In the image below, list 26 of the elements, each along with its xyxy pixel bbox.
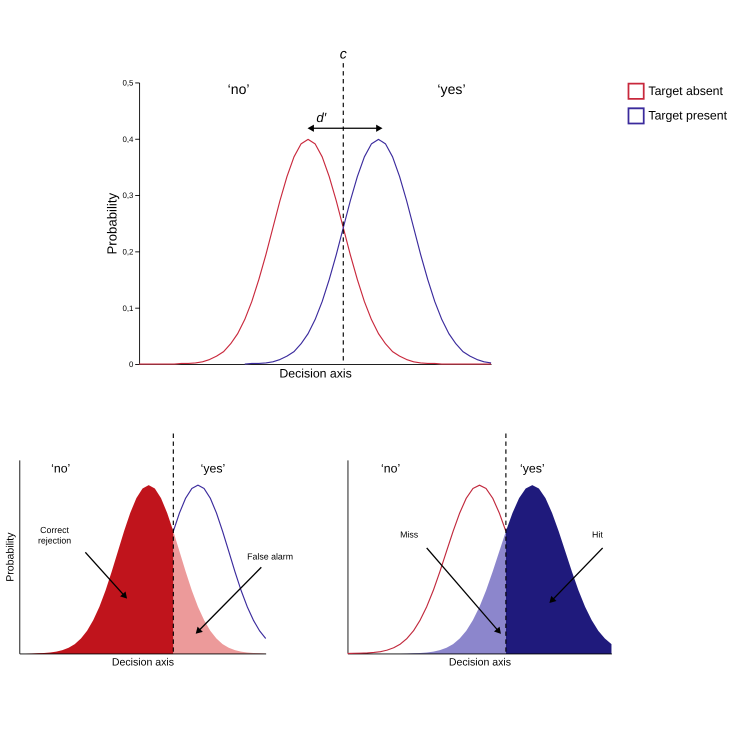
y-axis-title: Probability xyxy=(4,532,17,582)
line-series xyxy=(244,138,492,365)
annotation: False alarm xyxy=(247,551,294,562)
y-tick-label: 0,3 xyxy=(122,191,134,200)
x-axis-title: Decision axis xyxy=(112,656,174,668)
annotation: Hit xyxy=(592,529,604,540)
text: ‘no’ xyxy=(381,461,400,476)
annotation: Miss xyxy=(400,529,419,540)
text: ‘yes’ xyxy=(200,461,226,476)
annotation: ‘no’ xyxy=(228,80,250,97)
y-tick-label: 0 xyxy=(129,360,134,370)
x-axis-title: Decision axis xyxy=(448,656,512,668)
y-axis-title: Probability xyxy=(104,192,120,254)
text: c xyxy=(340,46,347,62)
legend-label: Target present xyxy=(648,108,728,122)
x-axis-title: Decision axis xyxy=(279,366,352,381)
y-tick-label: 0,4 xyxy=(122,134,134,144)
text: ‘no’ xyxy=(51,461,70,476)
y-tick-label: 0,2 xyxy=(122,248,134,256)
y-tick-label: 0,5 xyxy=(122,78,134,88)
annotation: Correct rejection xyxy=(38,524,72,546)
annotation: ‘yes’ xyxy=(437,80,466,97)
text: ‘yes’ xyxy=(520,461,545,476)
annotation: d′ xyxy=(316,110,327,126)
y-tick-label: 0,1 xyxy=(122,304,134,313)
legend-label: Target absent xyxy=(648,84,724,98)
